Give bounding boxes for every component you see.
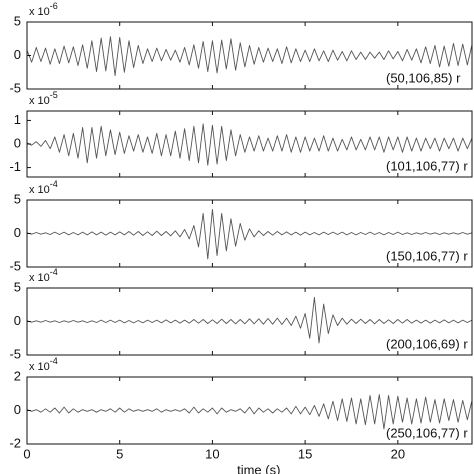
y-scale-label: x 10-5 (29, 90, 58, 107)
trace-annotation: (50,106,85) r (386, 70, 461, 85)
waveform (26, 123, 473, 166)
x-tick-label: 15 (298, 446, 312, 461)
y-scale-base: x 10 (29, 184, 50, 196)
x-tick-label: 10 (205, 446, 219, 461)
waveform (26, 36, 473, 77)
y-scale-exponent: -4 (50, 179, 58, 189)
y-tick-label: -5 (9, 258, 21, 273)
waveform (26, 394, 473, 430)
y-tick-label: 0 (14, 225, 21, 240)
y-tick-label: 0 (14, 313, 21, 328)
y-tick-label: 0 (14, 47, 21, 62)
waveform (26, 208, 473, 260)
y-scale-exponent: -4 (50, 267, 58, 277)
x-axis-label: time (s) (237, 462, 280, 474)
y-tick-label: 0 (14, 135, 21, 150)
y-tick-label: -1 (9, 159, 21, 174)
x-tick-label: 20 (391, 446, 405, 461)
y-scale-base: x 10 (29, 361, 50, 373)
y-tick-label: -5 (9, 346, 21, 361)
y-tick-label: 5 (14, 13, 21, 28)
y-scale-exponent: -4 (50, 356, 58, 366)
y-scale-label: x 10-4 (29, 267, 58, 284)
y-tick-label: 5 (14, 279, 21, 294)
x-tick-label: 0 (23, 446, 30, 461)
y-tick-label: -5 (9, 80, 21, 95)
y-scale-label: x 10-4 (29, 179, 58, 196)
y-scale-label: x 10-4 (29, 356, 58, 373)
y-tick-label: -2 (9, 435, 21, 450)
waveform (26, 296, 473, 344)
y-scale-base: x 10 (29, 95, 50, 107)
y-tick-label: 5 (14, 191, 21, 206)
y-scale-base: x 10 (29, 272, 50, 284)
y-tick-label: 1 (14, 112, 21, 127)
trace-annotation: (250,106,77) r (386, 425, 468, 440)
trace-annotation: (101,106,77) r (386, 158, 468, 173)
y-scale-exponent: -5 (50, 90, 58, 100)
y-scale-exponent: -6 (50, 1, 58, 11)
x-tick-label: 5 (116, 446, 123, 461)
y-tick-label: 0 (14, 402, 21, 417)
trace-annotation: (200,106,69) r (386, 336, 468, 351)
y-scale-label: x 10-6 (29, 1, 58, 18)
trace-annotation: (150,106,77) r (386, 248, 468, 263)
y-scale-base: x 10 (29, 6, 50, 18)
y-tick-label: 2 (14, 368, 21, 383)
